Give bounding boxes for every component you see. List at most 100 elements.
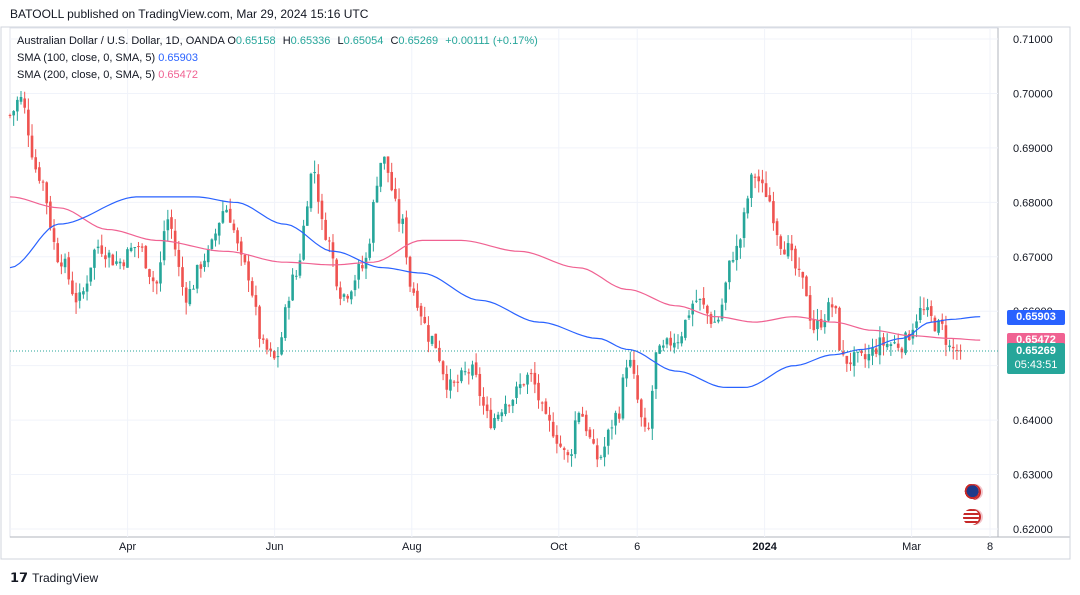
candle-body — [445, 373, 449, 390]
open-label: O — [227, 35, 236, 47]
candle-body — [276, 356, 280, 358]
candle-body — [188, 289, 192, 305]
candle-body — [397, 199, 401, 224]
candle-body — [199, 264, 203, 269]
candle-body — [19, 96, 23, 102]
candle-body — [764, 183, 768, 198]
candle-body — [155, 281, 159, 284]
candle-body — [812, 319, 816, 331]
candle-body — [562, 448, 566, 450]
candle-body — [889, 344, 893, 347]
candle-body — [78, 292, 82, 301]
candle-body — [49, 201, 52, 228]
candle-body — [577, 412, 581, 423]
australia-flag-icon[interactable] — [963, 484, 979, 500]
candle-body — [390, 172, 394, 191]
candle-body — [724, 282, 728, 303]
candle-body — [915, 321, 918, 328]
candle-body — [449, 379, 452, 391]
sma100-legend[interactable]: SMA (100, close, 0, SMA, 5) 0.65903 — [17, 52, 198, 65]
y-tick-label: 0.67000 — [1013, 252, 1053, 264]
candle-body — [761, 179, 764, 184]
candle-body — [739, 239, 742, 248]
x-tick-label: Oct — [550, 541, 567, 553]
candle-body — [254, 295, 258, 307]
candle-body — [16, 99, 19, 112]
candle-body — [184, 287, 188, 303]
candle-body — [893, 342, 896, 344]
candle-body — [834, 306, 838, 309]
candle-body — [383, 156, 386, 164]
candle-body — [511, 399, 515, 406]
sma200-legend[interactable]: SMA (200, close, 0, SMA, 5) 0.65472 — [17, 69, 198, 82]
candle-body — [427, 325, 430, 342]
tradingview-footer[interactable]: 𝟭𝟳 TradingView — [10, 570, 98, 586]
sma100-price-badge: 0.65903 — [1007, 309, 1065, 325]
candle-body — [808, 295, 812, 321]
candle-body — [63, 258, 67, 268]
candle-body — [544, 401, 548, 414]
candle-body — [680, 336, 683, 344]
candle-body — [757, 176, 761, 182]
candle-body — [830, 304, 834, 308]
candle-body — [309, 173, 313, 209]
sma200-value: 0.65472 — [158, 69, 198, 81]
candle-body — [533, 372, 537, 385]
candle-body — [52, 228, 56, 242]
candle-body — [662, 345, 665, 348]
candle-body — [192, 288, 195, 290]
candle-body — [702, 298, 705, 305]
candle-body — [460, 370, 463, 382]
candle-body — [951, 346, 955, 349]
candle-body — [126, 249, 129, 268]
candle-body — [698, 299, 702, 301]
candle-body — [339, 287, 342, 299]
candle-body — [30, 135, 34, 158]
candle-body — [687, 315, 691, 318]
candle-body — [827, 302, 830, 321]
candle-body — [581, 413, 584, 417]
candle-body — [353, 280, 357, 291]
candle-body — [342, 294, 346, 297]
candle-body — [665, 338, 669, 345]
candle-body — [221, 211, 225, 223]
candle-body — [441, 361, 445, 375]
candle-body — [863, 354, 867, 360]
candle-body — [324, 219, 327, 240]
candle-body — [148, 269, 151, 277]
sma100-label: SMA (100, close, 0, SMA, 5) — [17, 52, 156, 64]
candle-body — [584, 414, 588, 432]
candle-body — [731, 260, 735, 262]
candle-body — [816, 319, 819, 330]
candle-body — [695, 300, 698, 302]
us-flag-icon[interactable] — [963, 509, 979, 525]
candle-body — [709, 314, 713, 324]
candle-body — [728, 260, 731, 283]
candle-body — [849, 362, 852, 365]
candle-body — [922, 309, 926, 311]
candle-body — [874, 348, 878, 354]
candle-body — [74, 292, 78, 303]
candle-body — [357, 263, 360, 280]
candle-body — [526, 374, 529, 385]
y-tick-label: 0.64000 — [1013, 415, 1053, 427]
candle-body — [115, 261, 118, 264]
candle-body — [673, 342, 676, 348]
candle-body — [636, 375, 639, 400]
candle-body — [159, 262, 162, 284]
candle-body — [900, 348, 904, 353]
candle-body — [588, 429, 592, 438]
high-label: H — [282, 35, 291, 47]
candle-body — [592, 439, 595, 444]
candle-body — [617, 413, 621, 419]
candle-body — [882, 337, 885, 346]
x-tick-label: Jun — [266, 541, 284, 553]
candle-body — [173, 230, 177, 250]
candle-body — [654, 352, 658, 389]
candle-body — [937, 320, 940, 333]
candle-body — [929, 306, 933, 316]
candle-body — [8, 114, 12, 116]
plot-area — [9, 27, 999, 538]
candle-body — [368, 243, 371, 258]
